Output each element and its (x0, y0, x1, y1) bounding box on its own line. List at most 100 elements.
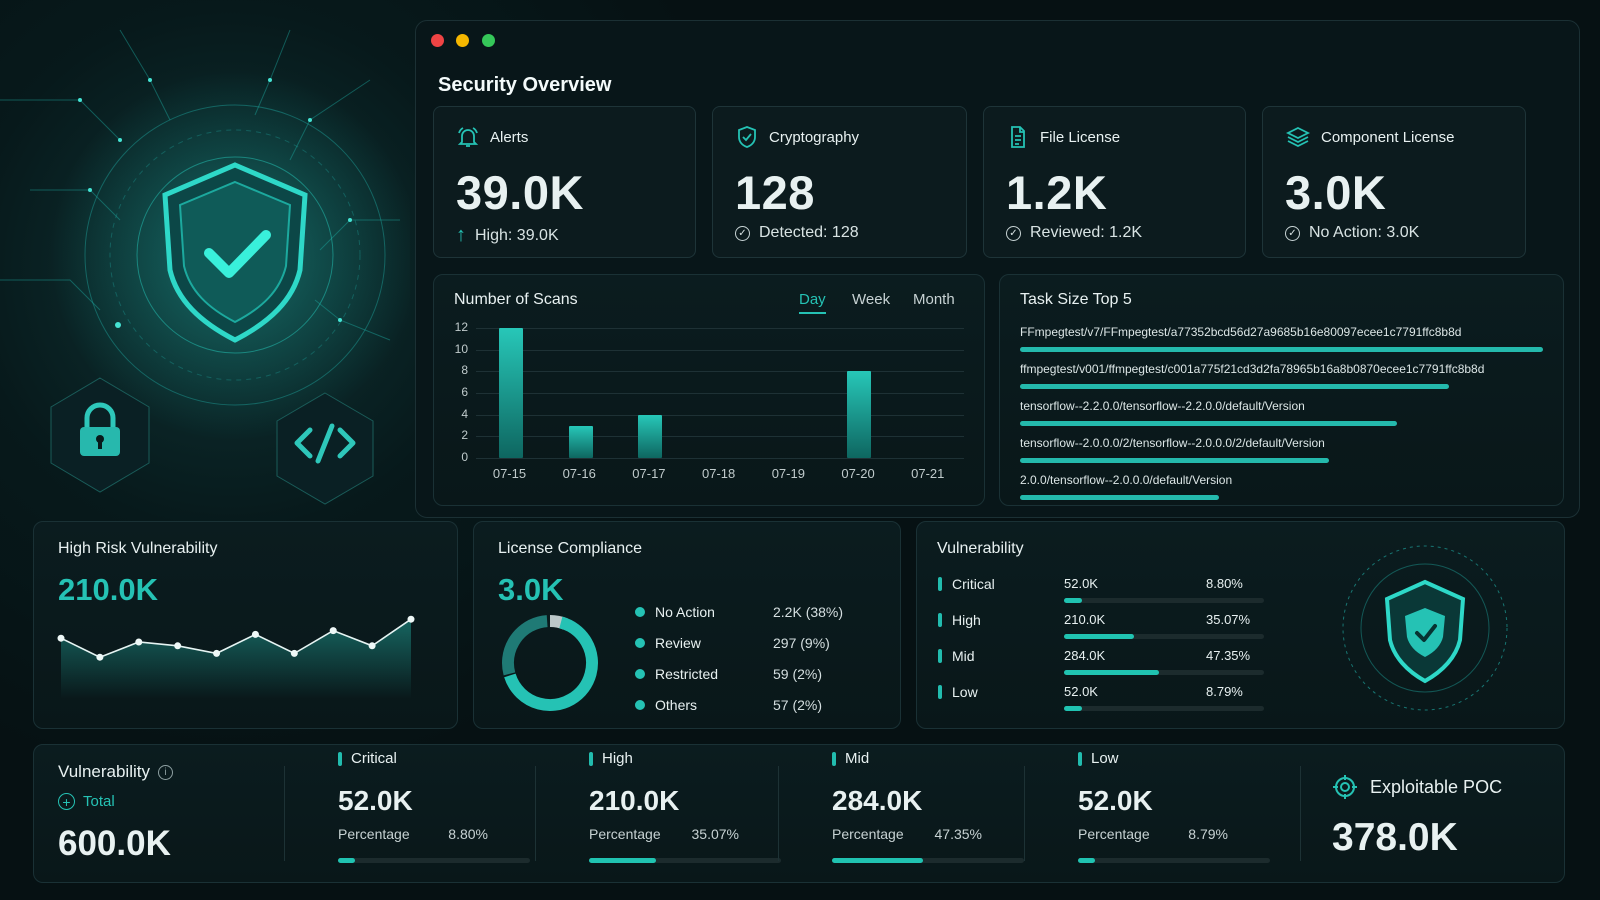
license-legend-dot (635, 638, 645, 648)
scans-bar[interactable] (568, 425, 593, 458)
scans-bar[interactable] (847, 371, 872, 458)
scans-bar[interactable] (498, 328, 523, 458)
plus-circle-icon: + (58, 793, 75, 810)
scans-x-tick: 07-16 (562, 466, 596, 481)
layers-icon (1285, 126, 1311, 148)
component-license-value: 3.0K (1285, 166, 1387, 219)
high-risk-point[interactable] (135, 638, 143, 646)
scans-x-tick: 07-18 (702, 466, 736, 481)
cryptography-label: Cryptography (769, 128, 860, 146)
scans-x-tick: 07-19 (771, 466, 805, 481)
vulnerability-meter-track (1064, 706, 1264, 711)
task-size-item-label[interactable]: ffmpegtest/v001/ffmpegtest/c001a775f21cd… (1020, 362, 1485, 376)
vulnerability-row-label: High (938, 612, 981, 628)
high-risk-point[interactable] (96, 653, 104, 661)
high-risk-point[interactable] (368, 642, 376, 650)
license-legend-item[interactable]: Others 57 (2%) (635, 697, 822, 713)
license-legend-dot (635, 700, 645, 710)
tab-month[interactable]: Month (913, 291, 955, 308)
high-risk-point[interactable] (57, 634, 65, 642)
scans-gridline (476, 371, 964, 373)
vulnerability-metric-card[interactable]: Critical 52.0K Percentage 8.80% (338, 750, 548, 875)
scans-gridline (476, 414, 964, 416)
task-size-item-label[interactable]: tensorflow--2.2.0.0/tensorflow--2.2.0.0/… (1020, 399, 1305, 413)
severity-marker (938, 649, 942, 663)
metric-value: 52.0K (1078, 785, 1153, 816)
high-risk-point[interactable] (251, 630, 259, 638)
file-license-detail-text: Reviewed: 1.2K (1030, 224, 1143, 241)
metric-percentage-value: 35.07% (691, 826, 739, 842)
vulnerability-meter-fill (1064, 634, 1135, 639)
vulnerability-metric-card[interactable]: High 210.0K Percentage 35.07% (589, 750, 799, 875)
license-legend-item[interactable]: No Action 2.2K (38%) (635, 604, 843, 620)
file-license-card-header: File License (1006, 125, 1120, 149)
high-risk-point[interactable] (213, 649, 221, 657)
scans-y-tick: 10 (454, 341, 468, 356)
window-close-button[interactable] (431, 34, 444, 47)
severity-label: High (952, 612, 981, 628)
vulnerability-metric-card[interactable]: Mid 284.0K Percentage 47.35% (832, 750, 1042, 875)
metric-separator (778, 766, 779, 861)
file-license-card[interactable]: File License 1.2K ✓ Reviewed: 1.2K (983, 106, 1246, 258)
severity-label: Low (952, 684, 978, 700)
high-risk-value: 210.0K (58, 572, 158, 607)
severity-marker (938, 613, 942, 627)
license-legend-label: Others (655, 697, 698, 713)
scans-x-tick: 07-15 (492, 466, 527, 481)
metric-label: High (589, 750, 799, 767)
vulnerability-shield-illustration (1342, 545, 1508, 711)
license-legend-item[interactable]: Restricted 59 (2%) (635, 666, 822, 682)
alerts-card[interactable]: Alerts 39.0K ↑ High: 39.0K (433, 106, 696, 258)
file-license-detail: ✓ Reviewed: 1.2K (1006, 224, 1142, 242)
severity-label: Critical (952, 576, 995, 592)
alerts-value: 39.0K (456, 166, 584, 219)
component-license-card[interactable]: Component License 3.0K ✓ No Action: 3.0K (1262, 106, 1526, 258)
exploitable-poc-label: Exploitable POC (1332, 774, 1502, 800)
window-minimize-button[interactable] (456, 34, 469, 47)
vulnerability-summary-strip (33, 744, 1565, 883)
tab-week[interactable]: Week (852, 291, 891, 308)
metric-label-text: Low (1091, 750, 1119, 767)
severity-label: Mid (952, 648, 975, 664)
metric-label: Critical (338, 750, 548, 767)
metric-separator (1300, 766, 1301, 861)
severity-marker (1078, 751, 1082, 766)
scans-y-tick: 6 (461, 385, 468, 399)
vulnerability-metric-card[interactable]: Low 52.0K Percentage 8.79% (1078, 750, 1288, 875)
scans-x-tick: 07-20 (841, 466, 875, 481)
security-hero-illustration (0, 29, 410, 505)
tab-day[interactable]: Day (799, 291, 826, 314)
metric-separator (1024, 766, 1025, 861)
alerts-card-header: Alerts (456, 125, 528, 149)
metric-meter-track (832, 858, 1024, 863)
component-license-label: Component License (1321, 128, 1455, 146)
cryptography-card[interactable]: Cryptography 128 ✓ Detected: 128 (712, 106, 967, 258)
scans-chart: 0 2 4 6 8 10 12 07-15 07-16 07-17 07-18 07-19 07-20 0… (448, 318, 968, 490)
high-risk-point[interactable] (174, 642, 182, 650)
metric-percentage-label: Percentage (589, 826, 661, 842)
scans-bar[interactable] (638, 414, 663, 458)
info-icon[interactable]: i (157, 764, 173, 780)
metric-label-text: Mid (845, 750, 870, 767)
check-circle-icon: ✓ (1006, 225, 1021, 241)
license-legend-item[interactable]: Review 297 (9%) (635, 635, 830, 651)
window-maximize-button[interactable] (482, 34, 495, 47)
metric-label-text: Critical (351, 750, 397, 767)
shield-icon (738, 126, 756, 148)
high-risk-point[interactable] (329, 627, 337, 635)
task-size-item-label[interactable]: tensorflow--2.0.0.0/2/tensorflow--2.0.0.… (1020, 436, 1325, 450)
license-donut-chart (502, 615, 598, 711)
severity-marker (589, 751, 593, 766)
high-risk-point[interactable] (290, 649, 298, 657)
high-risk-point[interactable] (407, 615, 415, 623)
total-label: + Total (58, 793, 115, 810)
vulnerability-meter-track (1064, 598, 1264, 603)
metric-meter-fill (589, 858, 657, 863)
vulnerability-percent: 47.35% (1206, 648, 1251, 663)
alerts-detail: ↑ High: 39.0K (456, 224, 559, 247)
license-legend-value: 59 (2%) (773, 666, 823, 682)
task-size-item-label[interactable]: 2.0.0/tensorflow--2.0.0.0/default/Versio… (1020, 473, 1233, 487)
task-size-item-label[interactable]: FFmpegtest/v7/FFmpegtest/a77352bcd56d27a… (1020, 325, 1462, 339)
license-legend-label: Restricted (655, 666, 719, 682)
metric-meter-track (1078, 858, 1270, 863)
